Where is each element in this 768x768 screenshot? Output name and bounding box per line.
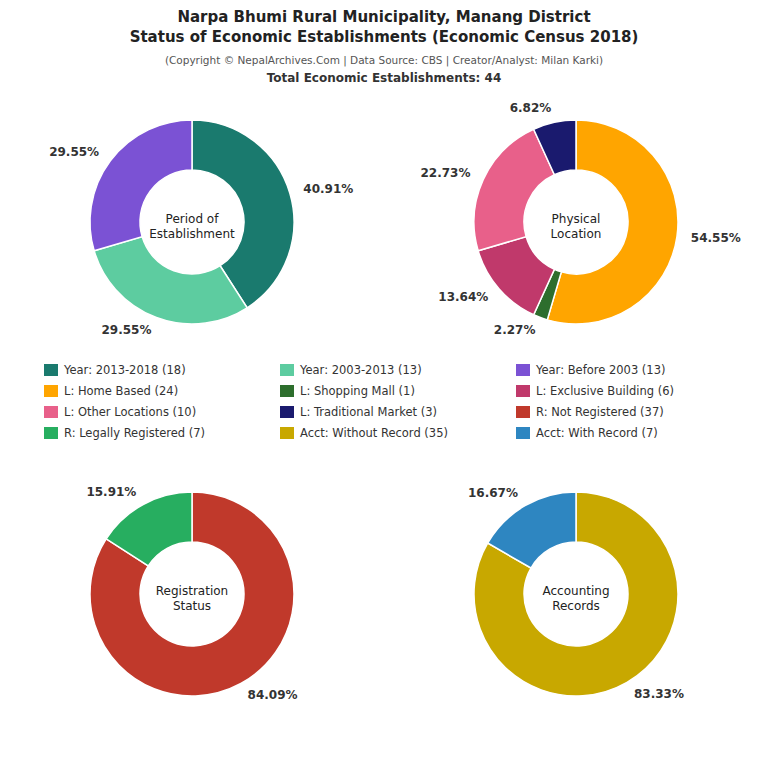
legend-label: Acct: With Record (7) [536,426,658,440]
legend-label: Year: 2003-2013 (13) [299,363,422,377]
figure: Narpa Bhumi Rural Municipality, Manang D… [0,0,768,768]
legend-label: L: Shopping Mall (1) [300,384,415,398]
slice [94,237,247,324]
data-label: 40.91% [303,182,353,196]
annotation: Total Economic Establishments: 44 [267,71,502,85]
legend-swatch [44,427,58,439]
legend-swatch [44,364,58,376]
data-label: 15.91% [86,485,136,499]
legend-label: Year: Before 2003 (13) [535,363,665,377]
legend-swatch [44,406,58,418]
legend-label: R: Legally Registered (7) [64,426,205,440]
data-label: 83.33% [634,687,684,701]
legend-label: L: Exclusive Building (6) [536,384,674,398]
data-label: 84.09% [248,688,298,702]
slice [478,237,554,315]
legend-swatch [280,406,294,418]
slice [90,492,294,696]
legend-swatch [44,385,58,397]
legend-label: L: Home Based (24) [64,384,178,398]
data-label: 29.55% [101,323,151,337]
center-label: PhysicalLocation [551,211,602,240]
legend: Year: 2013-2018 (18) Year: 2003-2013 (13)… [44,363,674,440]
title: Narpa Bhumi Rural Municipality, Manang D… [130,8,639,46]
data-label: 29.55% [49,145,99,159]
center-label: RegistrationStatus [156,583,228,612]
legend-swatch [516,385,530,397]
data-labels: 54.55% 2.27% 13.64% 22.73% 6.82% [420,101,740,337]
background [0,0,768,768]
data-labels: 83.33% 16.67% [468,486,684,701]
data-label: 2.27% [494,323,536,337]
data-label: 16.67% [468,486,518,500]
legend-label: Acct: Without Record (35) [300,426,448,440]
data-label: 13.64% [438,290,488,304]
legend-swatch [516,364,530,376]
center-label: AccountingRecords [542,583,609,612]
legend-label: L: Traditional Market (3) [300,405,437,419]
legend-label: Year: 2013-2018 (18) [63,363,186,377]
legend-swatch [516,406,530,418]
slice [534,120,576,175]
data-label: 6.82% [510,101,552,115]
donut-chart [474,120,678,324]
data-labels: 40.91% 29.55% 29.55% [49,145,353,337]
subtitle: (Copyright © NepalArchives.Com | Data So… [165,54,603,67]
legend-label: R: Not Registered (37) [536,405,664,419]
slice [474,492,678,696]
legend-swatch [280,364,294,376]
donut-chart [90,492,294,696]
center-label: Period ofEstablishment [149,211,235,240]
data-label: 54.55% [691,231,741,245]
data-label: 22.73% [420,166,470,180]
slice [488,492,576,568]
legend-swatch [280,385,294,397]
donut-chart [90,120,294,324]
slice [106,492,192,566]
legend-swatch [516,427,530,439]
data-labels: 84.09% 15.91% [86,485,297,703]
legend-label: L: Other Locations (10) [64,405,196,419]
donut-chart [474,492,678,696]
legend-swatch [280,427,294,439]
